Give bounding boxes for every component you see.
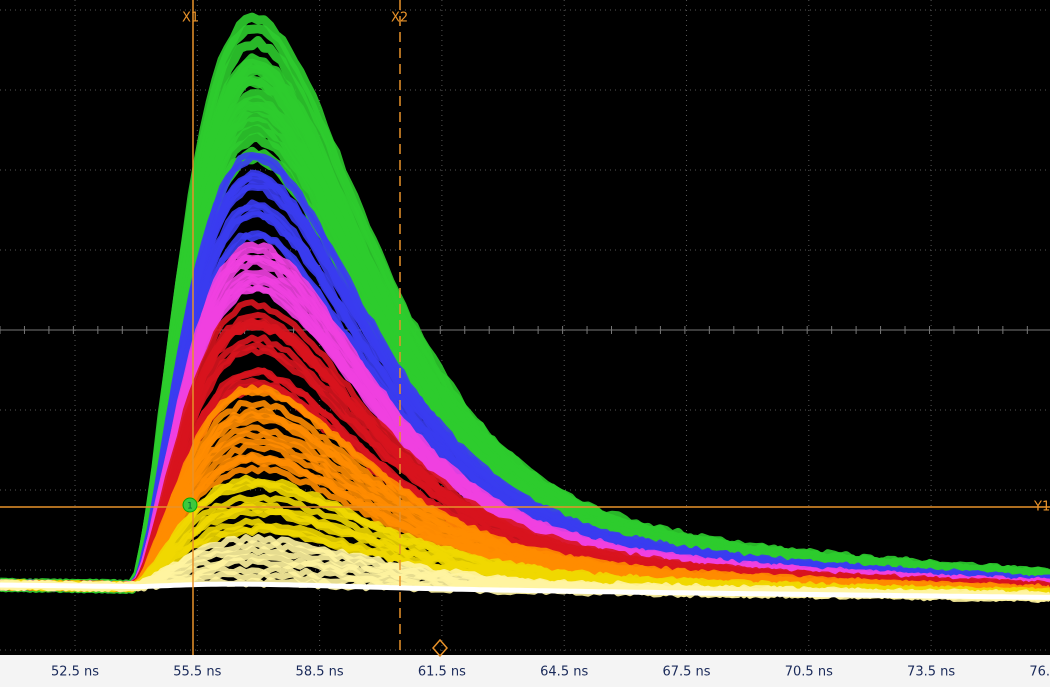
time-label: 73.5 ns [907,665,955,680]
baseline-trace [0,581,1050,600]
time-label: 64.5 ns [540,665,588,680]
channel-marker-label: 1 [187,502,193,512]
cursor-y1-label: Y1 [1033,500,1050,515]
time-label: 76.5 ns [1029,665,1050,680]
trigger-marker[interactable] [432,638,448,658]
time-label: 67.5 ns [662,665,710,680]
axis-strip [0,655,1050,687]
cursor-x2-label: X2 [391,11,408,26]
cursor-x1-label: X1 [182,11,199,26]
time-label: 52.5 ns [51,665,99,680]
time-label: 58.5 ns [296,665,344,680]
time-label: 61.5 ns [418,665,466,680]
cursors: X1 X2 Y1 1 [0,0,1050,658]
time-label: 55.5 ns [173,665,221,680]
time-axis-labels: 52.5 ns 55.5 ns 58.5 ns 61.5 ns 64.5 ns 67.5 … [51,665,1050,680]
waveform-persistence [0,12,1050,603]
time-label: 70.5 ns [785,665,833,680]
channel-marker[interactable] [182,497,198,513]
